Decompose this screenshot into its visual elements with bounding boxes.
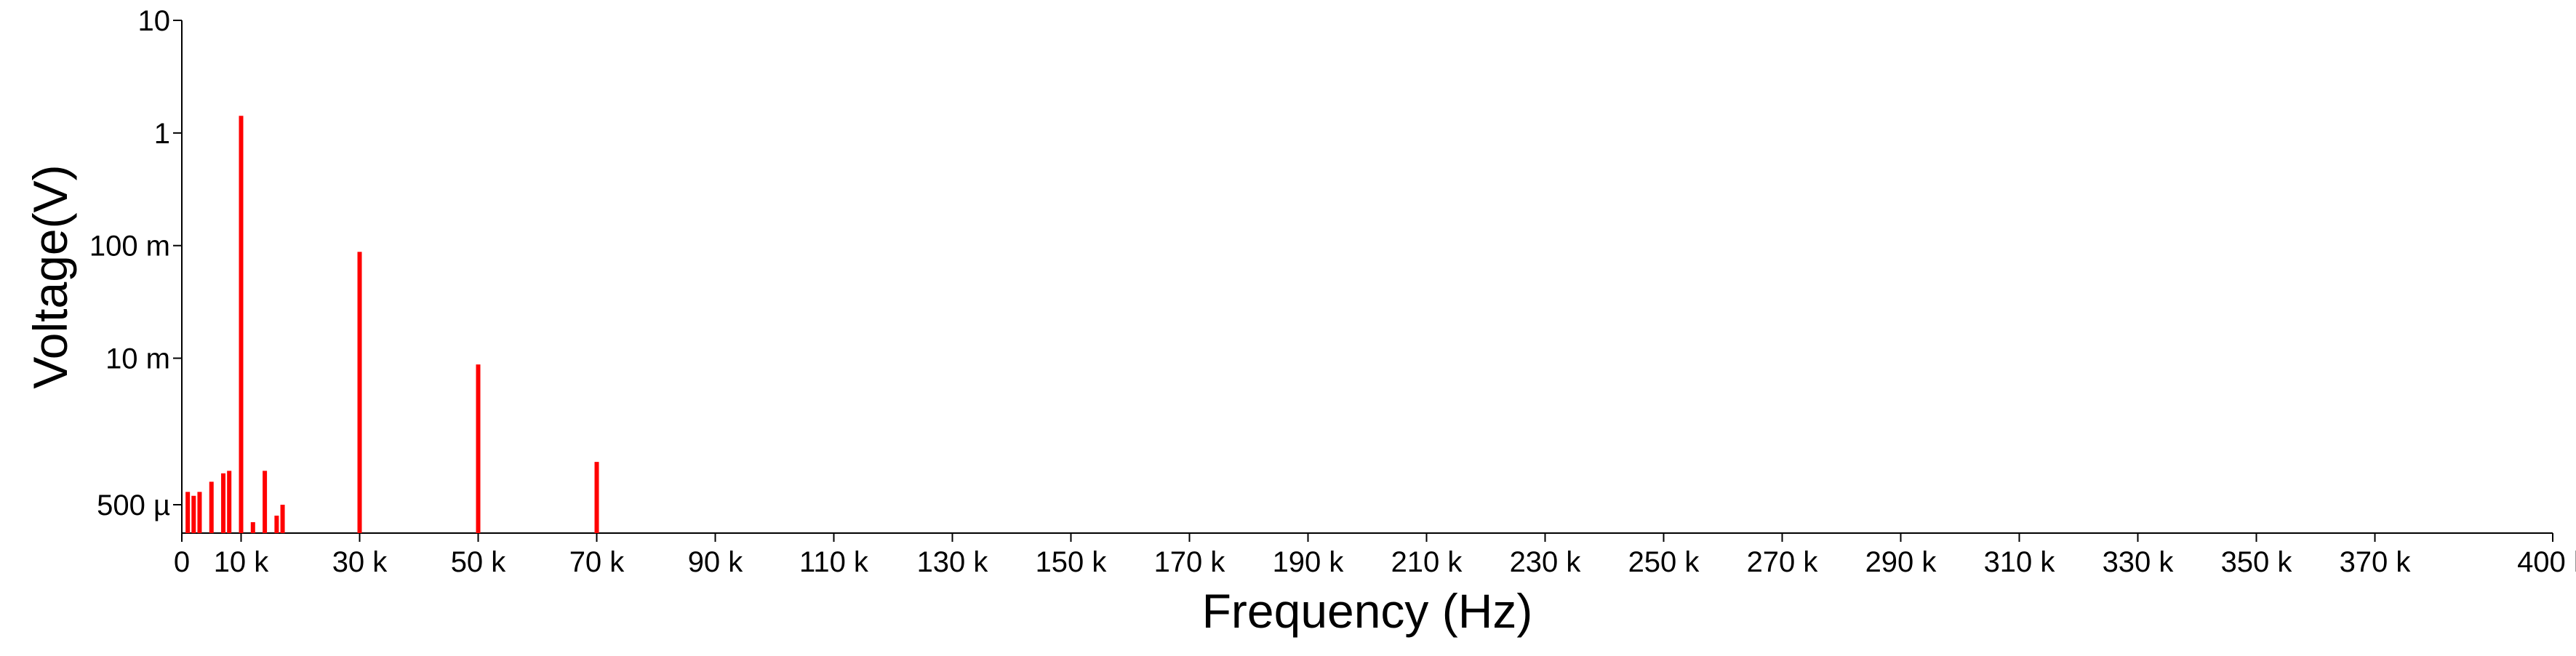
spectrum-bar	[263, 471, 268, 533]
y-axis-ticks: 10 1 100 m 10 m 500 µ	[89, 5, 182, 521]
x-tick-label: 170 k	[1154, 546, 1226, 578]
spectrum-bar	[185, 492, 191, 533]
spectrum-bar	[594, 462, 599, 533]
spectrum-bar	[357, 252, 362, 533]
x-tick-label: 290 k	[1865, 546, 1937, 578]
spectrum-bar	[209, 481, 214, 533]
y-tick-label: 500 µ	[97, 489, 170, 521]
spectrum-bars	[185, 116, 599, 534]
x-tick-label: 190 k	[1273, 546, 1345, 578]
x-tick-label: 270 k	[1747, 546, 1819, 578]
x-tick-label: 50 k	[451, 546, 507, 578]
spectrum-bar	[250, 521, 255, 533]
x-tick-label: 250 k	[1628, 546, 1700, 578]
x-tick-label: 350 k	[2221, 546, 2293, 578]
spectrum-bar	[476, 364, 481, 533]
spectrum-bar	[280, 505, 285, 533]
x-tick-label: 370 k	[2340, 546, 2412, 578]
y-axis-title: Voltage(V)	[23, 164, 77, 388]
x-axis-title: Frequency (Hz)	[1202, 584, 1533, 638]
spectrum-bar	[197, 492, 202, 533]
x-tick-label: 310 k	[1984, 546, 2056, 578]
x-tick-label: 150 k	[1036, 546, 1108, 578]
y-tick-label: 1	[154, 118, 170, 150]
x-axis-ticks: 0 10 k 30 k 50 k 70 k 90 k 110 k 130 k 150 k 170 …	[174, 533, 2576, 578]
spectrum-bar	[274, 516, 279, 533]
y-tick-label: 10 m	[105, 343, 170, 375]
x-tick-label: 90 k	[688, 546, 744, 578]
x-tick-label: 330 k	[2103, 546, 2175, 578]
x-tick-label: 0	[174, 546, 190, 578]
x-tick-label: 30 k	[332, 546, 388, 578]
spectrum-bar	[221, 473, 226, 533]
spectrum-bar	[239, 116, 244, 534]
x-tick-label: 110 k	[799, 546, 869, 578]
x-tick-label: 400 k	[2517, 546, 2576, 578]
spectrum-bar	[227, 471, 232, 533]
x-tick-label: 10 k	[214, 546, 270, 578]
x-tick-label: 70 k	[569, 546, 625, 578]
y-tick-label: 10	[138, 5, 171, 37]
spectrum-bar	[191, 495, 196, 533]
x-tick-label: 210 k	[1391, 546, 1463, 578]
x-tick-label: 230 k	[1510, 546, 1582, 578]
x-tick-label: 130 k	[917, 546, 989, 578]
y-tick-label: 100 m	[89, 231, 170, 263]
